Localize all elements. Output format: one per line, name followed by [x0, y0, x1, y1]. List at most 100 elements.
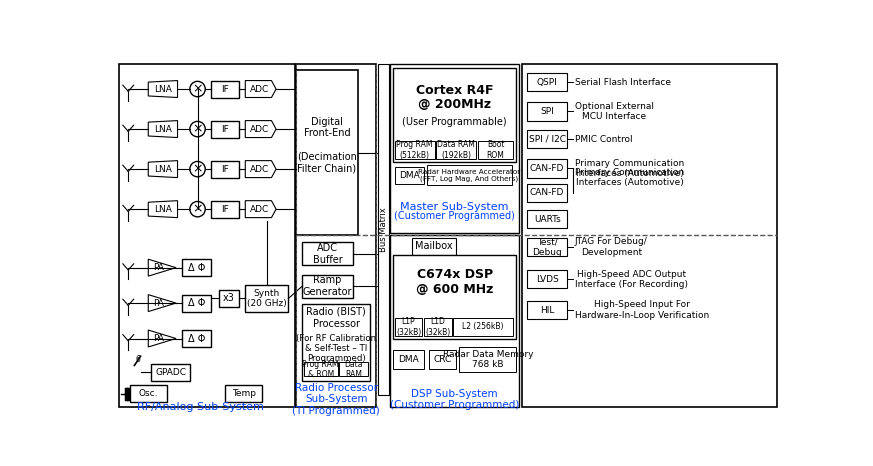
Text: Prog RAM
(512kB): Prog RAM (512kB) [396, 140, 433, 159]
Text: CRC: CRC [433, 355, 451, 364]
Circle shape [189, 121, 205, 137]
Bar [393, 68, 516, 162]
Text: PA: PA [154, 299, 164, 308]
Text: L1D
(32kB): L1D (32kB) [425, 317, 450, 336]
Bar [393, 350, 424, 369]
Polygon shape [245, 161, 276, 178]
Text: LNA: LNA [154, 124, 172, 134]
Bar [219, 290, 239, 307]
Polygon shape [148, 295, 176, 312]
Text: ADC: ADC [250, 84, 269, 94]
Bar [424, 318, 451, 336]
Polygon shape [245, 81, 276, 97]
Text: High-Speed Input For
Hardware-In-Loop Verification: High-Speed Input For Hardware-In-Loop Ve… [574, 300, 709, 320]
Polygon shape [148, 161, 177, 178]
Bar [429, 350, 457, 369]
Text: ADC: ADC [250, 205, 269, 213]
Bar [395, 141, 435, 159]
Text: PA: PA [154, 263, 164, 272]
Bar [225, 385, 262, 403]
Text: C674x DSP
@ 600 MHz: C674x DSP @ 600 MHz [416, 268, 493, 296]
Bar [211, 81, 239, 97]
Text: Primary Communication
Interfaces (Automotive): Primary Communication Interfaces (Automo… [574, 158, 684, 178]
Text: Optional External
MCU Interface: Optional External MCU Interface [574, 102, 654, 121]
Bar [296, 70, 358, 235]
Bar [522, 64, 777, 407]
Bar [527, 159, 567, 178]
Text: ×: × [192, 123, 203, 136]
Bar [527, 301, 567, 319]
Text: (Customer Programmed): (Customer Programmed) [395, 211, 515, 221]
Bar [459, 347, 516, 371]
Text: Δ Φ: Δ Φ [188, 334, 205, 343]
Bar [245, 285, 288, 312]
Text: (For RF Calibration
& Self-Test – TI
Programmed): (For RF Calibration & Self-Test – TI Pro… [296, 334, 376, 363]
Text: Data
RAM: Data RAM [345, 360, 363, 379]
Text: DSP Sub-System
(Customer Programmed): DSP Sub-System (Customer Programmed) [390, 389, 519, 410]
Bar [527, 184, 567, 202]
Text: GPADC: GPADC [155, 368, 186, 377]
Text: Radio (BIST)
Processor: Radio (BIST) Processor [306, 307, 366, 329]
Bar [478, 141, 513, 159]
Circle shape [189, 82, 205, 97]
Text: Digital
Front-End

(Decimation
Filter Chain): Digital Front-End (Decimation Filter Cha… [297, 116, 357, 173]
Text: DMA: DMA [398, 355, 419, 364]
Text: HIL: HIL [540, 306, 554, 315]
Text: Synth
(20 GHz): Synth (20 GHz) [247, 289, 286, 308]
Text: Δ Φ: Δ Φ [188, 298, 205, 308]
Bar [302, 304, 370, 381]
Text: PA: PA [154, 334, 164, 343]
Polygon shape [148, 330, 176, 347]
Text: Bus Matrix: Bus Matrix [379, 207, 388, 252]
Text: x3: x3 [223, 294, 235, 303]
Text: ADC: ADC [250, 164, 269, 174]
Bar [340, 363, 368, 376]
Text: ×: × [192, 82, 203, 96]
Bar [151, 364, 189, 381]
Text: Test/
Debug: Test/ Debug [533, 237, 562, 257]
Bar [411, 238, 457, 254]
Bar [390, 64, 519, 233]
Bar [395, 167, 424, 184]
Text: PMIC Control: PMIC Control [574, 135, 632, 144]
Text: ADC: ADC [250, 124, 269, 134]
Text: CAN-FD: CAN-FD [530, 164, 564, 173]
Text: CAN-FD: CAN-FD [530, 188, 564, 198]
Bar [527, 238, 567, 256]
Text: Temp: Temp [231, 390, 256, 398]
Text: Data RAM
(192kB): Data RAM (192kB) [437, 140, 475, 159]
Text: LNA: LNA [154, 84, 172, 94]
Text: RF/Analog Sub-System: RF/Analog Sub-System [137, 402, 264, 412]
Text: Radar Data Memory
768 kB: Radar Data Memory 768 kB [443, 350, 533, 369]
Polygon shape [148, 81, 177, 97]
Text: Prog RAM
& ROM: Prog RAM & ROM [303, 360, 339, 379]
Bar [527, 210, 567, 228]
Bar [393, 254, 516, 339]
Text: ×: × [192, 163, 203, 176]
Bar [395, 318, 423, 336]
Bar [378, 64, 388, 395]
Text: Serial Flash Interface: Serial Flash Interface [574, 78, 670, 87]
Polygon shape [245, 201, 276, 218]
Text: Δ Φ: Δ Φ [188, 263, 205, 273]
Bar [527, 73, 567, 91]
Polygon shape [148, 259, 176, 276]
Polygon shape [245, 121, 276, 137]
Text: LNA: LNA [154, 164, 172, 174]
Text: IF: IF [222, 124, 229, 134]
Text: DMA: DMA [399, 171, 420, 180]
Bar [119, 64, 294, 407]
Text: SPI: SPI [540, 107, 554, 116]
Bar [527, 102, 567, 121]
Bar [130, 385, 167, 403]
Bar [296, 64, 376, 407]
Bar [527, 130, 567, 148]
Text: Mailbox: Mailbox [416, 241, 453, 251]
Text: Master Sub-System: Master Sub-System [401, 202, 509, 212]
Text: Cortex R4F
@ 200MHz: Cortex R4F @ 200MHz [416, 83, 493, 111]
Circle shape [189, 201, 205, 217]
Text: Primary Communication
Interfaces (Automotive): Primary Communication Interfaces (Automo… [574, 168, 684, 187]
Text: LVDS: LVDS [536, 275, 559, 284]
Text: Ramp
Generator: Ramp Generator [303, 275, 353, 297]
Text: L2 (256kB): L2 (256kB) [463, 322, 504, 331]
